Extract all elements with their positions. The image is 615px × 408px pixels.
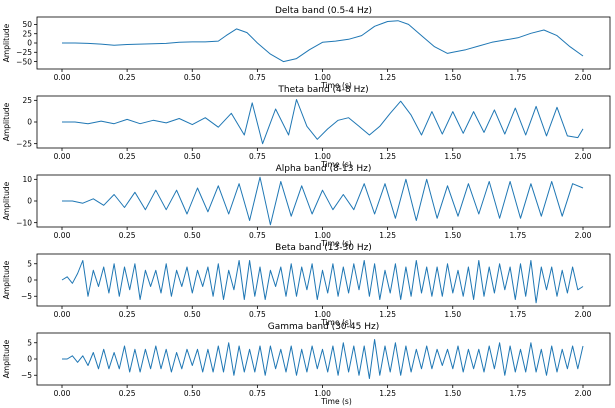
x-tick-label: 0.25: [119, 389, 136, 398]
x-tick-label: 1.75: [510, 152, 527, 161]
y-tick-label: 0: [27, 39, 32, 48]
chart-title: Gamma band (30-45 Hz): [268, 322, 379, 332]
x-axis-label: Time (s): [320, 160, 352, 169]
x-axis-label: Time (s): [320, 397, 352, 406]
chart-title: Theta band (4-8 Hz): [277, 85, 368, 95]
series-line: [62, 339, 584, 379]
chart-panel-2: Theta band (4-8 Hz) 0.00 0.25 0.50 0.75 1.00 1…: [2, 85, 611, 169]
chart-panel-1: Delta band (0.5-4 Hz) 0.00 0.25 0.50 0.75 1.0…: [2, 6, 611, 90]
y-tick-label: 0: [27, 355, 32, 364]
x-tick-label: 1.25: [379, 231, 396, 240]
y-tick-label: 5: [27, 338, 32, 347]
x-tick-label: 0.75: [249, 231, 266, 240]
x-tick-label: 0.50: [184, 152, 201, 161]
chart-title: Delta band (0.5-4 Hz): [275, 6, 372, 16]
x-tick-label: 1.00: [314, 310, 331, 319]
x-tick-label: 1.75: [510, 310, 527, 319]
axes-frame: [36, 16, 611, 70]
x-tick-label: 0.00: [54, 389, 71, 398]
x-tick-label: 1.50: [444, 73, 461, 82]
x-tick-label: 1.75: [510, 231, 527, 240]
y-axis-label: Amplitude: [2, 23, 11, 62]
x-tick-label: 2.00: [575, 73, 592, 82]
x-tick-label: 0.00: [54, 73, 71, 82]
x-axis-label: Time (s): [320, 318, 352, 327]
x-tick-label: 0.75: [249, 73, 266, 82]
y-tick-label: 0: [27, 118, 32, 127]
axes-frame: [36, 332, 611, 386]
x-tick-label: 0.25: [119, 73, 136, 82]
y-tick-label: 10: [22, 175, 32, 184]
axes-frame: [36, 174, 611, 228]
y-tick-label: −25: [16, 139, 32, 148]
chart-title: Alpha band (8-13 Hz): [276, 164, 372, 174]
x-tick-label: 1.50: [444, 231, 461, 240]
y-tick-label: −5: [21, 371, 32, 380]
x-tick-label: 0.00: [54, 152, 71, 161]
y-tick-label: 25: [22, 96, 32, 105]
x-tick-label: 0.50: [184, 310, 201, 319]
y-tick-label: 50: [22, 20, 32, 29]
y-tick-label: 25: [22, 29, 32, 38]
x-tick-label: 0.75: [249, 389, 266, 398]
series-line: [62, 20, 584, 63]
x-tick-label: 0.50: [184, 389, 201, 398]
x-tick-label: 0.25: [119, 231, 136, 240]
x-tick-label: 0.00: [54, 310, 71, 319]
x-tick-label: 0.75: [249, 152, 266, 161]
x-tick-label: 1.00: [314, 231, 331, 240]
axes-frame: [36, 95, 611, 149]
y-axis-label: Amplitude: [2, 181, 11, 220]
x-tick-label: 2.00: [575, 310, 592, 319]
x-tick-label: 0.25: [119, 310, 136, 319]
x-tick-label: 0.00: [54, 231, 71, 240]
chart-panel-3: Alpha band (8-13 Hz) 0.00 0.25 0.50 0.75 1.00…: [2, 164, 611, 248]
chart-panel-4: Beta band (13-30 Hz) 0.00 0.25 0.50 0.75 1.00…: [2, 243, 611, 327]
x-tick-label: 1.00: [314, 73, 331, 82]
x-tick-label: 0.50: [184, 231, 201, 240]
y-tick-label: 5: [27, 259, 32, 268]
chart-panel-5: Gamma band (30-45 Hz) 0.00 0.25 0.50 0.75 1.0…: [2, 322, 611, 406]
x-axis-label: Time (s): [320, 239, 352, 248]
x-tick-label: 1.75: [510, 389, 527, 398]
y-axis-label: Amplitude: [2, 102, 11, 141]
series-line: [61, 260, 584, 304]
y-axis-label: Amplitude: [2, 339, 11, 378]
x-tick-label: 1.50: [444, 389, 461, 398]
x-tick-label: 0.50: [184, 73, 201, 82]
y-tick-label: −10: [16, 218, 32, 227]
x-tick-label: 2.00: [575, 389, 592, 398]
y-tick-label: −5: [21, 292, 32, 301]
x-tick-label: 2.00: [575, 152, 592, 161]
x-tick-label: 1.25: [379, 73, 396, 82]
x-tick-label: 1.00: [314, 152, 331, 161]
x-tick-label: 1.50: [444, 310, 461, 319]
x-tick-label: 1.25: [379, 152, 396, 161]
y-tick-label: −25: [16, 48, 32, 57]
y-tick-label: −50: [16, 57, 32, 66]
x-tick-label: 1.25: [379, 310, 396, 319]
x-tick-label: 0.25: [119, 152, 136, 161]
y-tick-label: 0: [27, 276, 32, 285]
chart-title: Beta band (13-30 Hz): [275, 243, 372, 253]
x-tick-label: 2.00: [575, 231, 592, 240]
x-tick-label: 1.00: [314, 389, 331, 398]
x-tick-label: 1.75: [510, 73, 527, 82]
x-tick-label: 1.50: [444, 152, 461, 161]
x-tick-label: 0.75: [249, 310, 266, 319]
x-axis-label: Time (s): [320, 81, 352, 90]
x-tick-label: 1.25: [379, 389, 396, 398]
series-line: [62, 176, 584, 226]
series-line: [62, 99, 584, 145]
y-tick-label: 0: [27, 197, 32, 206]
axes-frame: [36, 253, 611, 307]
y-axis-label: Amplitude: [2, 260, 11, 299]
